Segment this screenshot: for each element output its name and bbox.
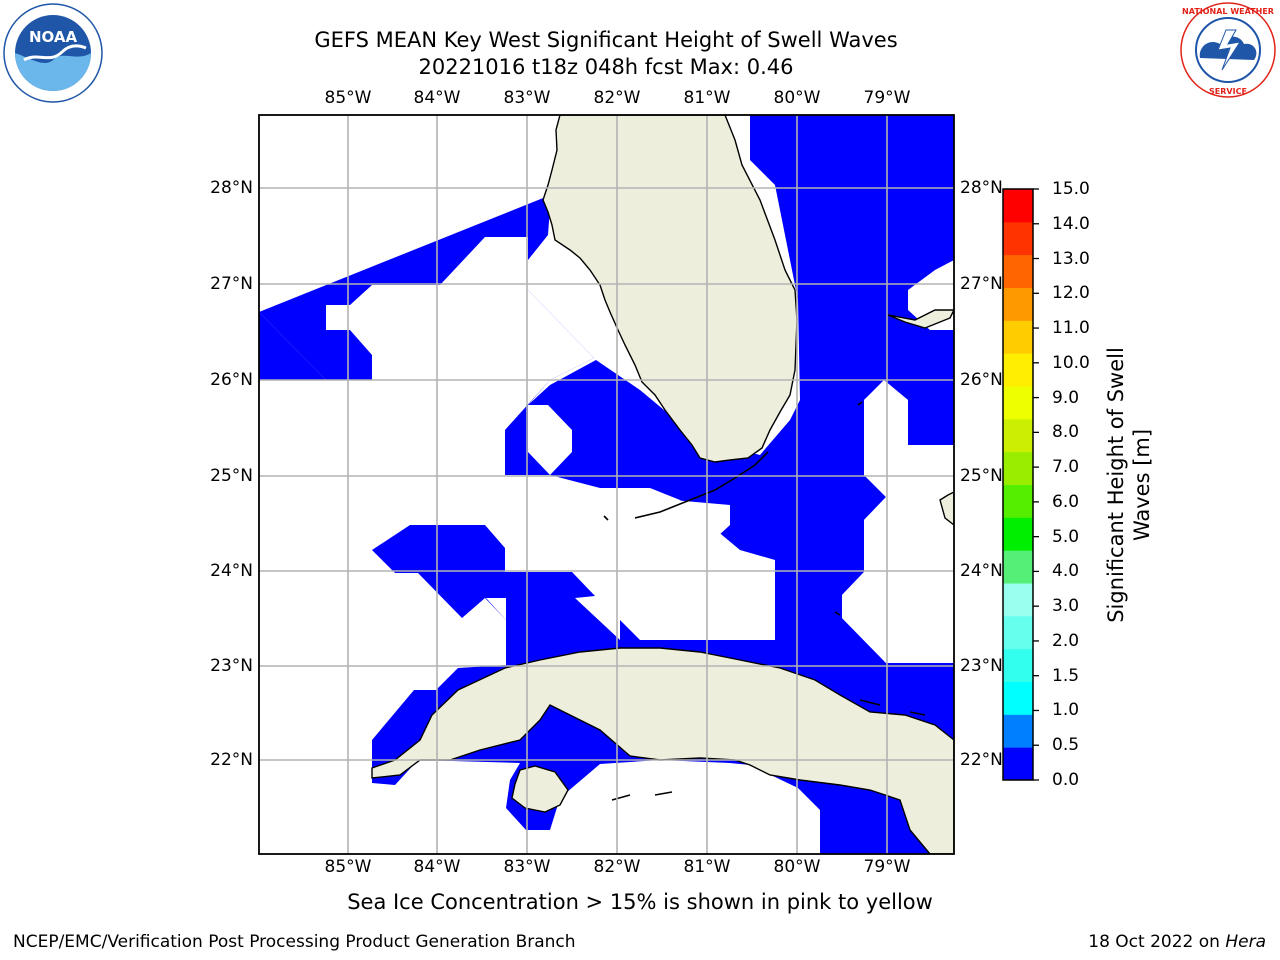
colorbar-tick-label: 1.0 <box>1052 700 1080 721</box>
isle-of-youth <box>511 765 569 813</box>
colorbar-tick-label: 10.0 <box>1052 352 1090 373</box>
colorbar-segment <box>1003 254 1033 288</box>
svg-text:SERVICE: SERVICE <box>1209 87 1247 96</box>
latitude-label-left: 28°N <box>210 178 253 198</box>
colorbar-tick-label: 0.5 <box>1052 735 1080 756</box>
sea-ice-note: Sea Ice Concentration > 15% is shown in … <box>347 890 933 914</box>
colorbar-label-line2: Waves [m] <box>1130 428 1154 542</box>
colorbar-tick-label: 14.0 <box>1052 213 1090 234</box>
colorbar-segment <box>1003 320 1033 354</box>
latitude-label-right: 23°N <box>960 656 1003 676</box>
latitude-label-left: 27°N <box>210 274 253 294</box>
colorbar-segment <box>1003 583 1033 617</box>
latitude-label-left: 24°N <box>210 561 253 581</box>
colorbar-segment <box>1003 221 1033 256</box>
colorbar-tick-label: 4.0 <box>1052 561 1080 582</box>
longitude-label-top: 79°W <box>863 88 911 108</box>
latitude-label-right: 27°N <box>960 274 1003 294</box>
longitude-label-top: 83°W <box>503 88 551 108</box>
cuba <box>371 647 954 854</box>
colorbar-tick-label: 13.0 <box>1052 248 1090 269</box>
bahamas-andros <box>939 491 954 526</box>
colorbar-segment <box>1003 648 1033 682</box>
longitude-label-bottom: 83°W <box>503 857 551 877</box>
small-islands <box>603 401 926 801</box>
colorbar-tick-label: 15.0 <box>1052 179 1090 199</box>
noaa-logo-text: NOAA <box>29 28 78 46</box>
latitude-label-left: 23°N <box>210 656 253 676</box>
colorbar-tick-label: 1.5 <box>1052 665 1080 686</box>
longitude-label-top: 82°W <box>593 88 641 108</box>
colorbar-label: Significant Height of Swell Waves [m] <box>1103 347 1155 623</box>
colorbar-tick-label: 9.0 <box>1052 387 1080 408</box>
colorbar-label-line1: Significant Height of Swell <box>1104 347 1128 623</box>
footer-credit: NCEP/EMC/Verification Post Processing Pr… <box>13 932 576 952</box>
footer-date: 18 Oct 2022 on Hera <box>1088 932 1266 952</box>
svg-text:NATIONAL WEATHER: NATIONAL WEATHER <box>1182 7 1274 16</box>
latitude-label-left: 26°N <box>210 370 253 390</box>
longitude-label-top: 81°W <box>683 88 731 108</box>
longitude-label-bottom: 84°W <box>413 857 461 877</box>
latitude-label-right: 24°N <box>960 561 1003 581</box>
colorbar-tick-label: 7.0 <box>1052 457 1080 478</box>
longitude-label-bottom: 79°W <box>863 857 911 877</box>
longitude-label-bottom: 80°W <box>773 857 821 877</box>
latitude-label-right: 22°N <box>960 750 1003 770</box>
latitude-label-right: 26°N <box>960 370 1003 390</box>
colorbar-segment <box>1003 451 1033 485</box>
nws-logo: NATIONAL WEATHER SERVICE <box>1180 2 1276 98</box>
colorbar-tick-label: 5.0 <box>1052 526 1080 547</box>
longitude-label-bottom: 85°W <box>324 857 372 877</box>
colorbar-tick-label: 6.0 <box>1052 491 1080 512</box>
latitude-label-left: 22°N <box>210 750 253 770</box>
colorbar-segment <box>1003 386 1033 420</box>
colorbar-segment <box>1003 550 1033 584</box>
colorbar-segment <box>1003 287 1033 321</box>
land <box>371 115 954 854</box>
colorbar-segment <box>1003 681 1033 715</box>
map-frame <box>258 114 955 855</box>
colorbar-tick-label: 8.0 <box>1052 422 1080 443</box>
longitude-label-top: 84°W <box>413 88 461 108</box>
colorbar-tick-label: 3.0 <box>1052 596 1080 617</box>
colorbar-segment <box>1003 747 1033 781</box>
gridlines <box>259 115 954 854</box>
bahamas-grand <box>887 309 954 329</box>
colorbar-frame <box>1002 188 1034 781</box>
latitude-label-right: 25°N <box>960 466 1003 486</box>
footer-host: Hera <box>1225 932 1266 952</box>
colorbar-tick-label: 12.0 <box>1052 283 1090 304</box>
latitude-label-right: 28°N <box>960 178 1003 198</box>
colorbar-segment <box>1003 615 1033 650</box>
colorbar-segment <box>1003 714 1033 748</box>
colorbar-segment <box>1003 353 1033 387</box>
colorbar-segment <box>1003 418 1033 453</box>
colorbar-segment <box>1003 517 1033 551</box>
colorbar-tick-label: 2.0 <box>1052 630 1080 651</box>
footer-date-text: 18 Oct 2022 on <box>1088 932 1226 952</box>
chart-subtitle: 20221016 t18z 048h fcst Max: 0.46 <box>418 55 794 79</box>
longitude-label-bottom: 82°W <box>593 857 641 877</box>
latitude-label-left: 25°N <box>210 466 253 486</box>
longitude-label-bottom: 81°W <box>683 857 731 877</box>
chart-title: GEFS MEAN Key West Significant Height of… <box>314 28 898 52</box>
colorbar-tick-label: 11.0 <box>1052 318 1090 339</box>
longitude-label-top: 85°W <box>324 88 372 108</box>
longitude-label-top: 80°W <box>773 88 821 108</box>
colorbar-segment <box>1003 189 1033 223</box>
noaa-logo: NOAA <box>3 3 103 103</box>
colorbar-tick-label: 0.0 <box>1052 770 1080 790</box>
colorbar-segment <box>1003 484 1033 518</box>
